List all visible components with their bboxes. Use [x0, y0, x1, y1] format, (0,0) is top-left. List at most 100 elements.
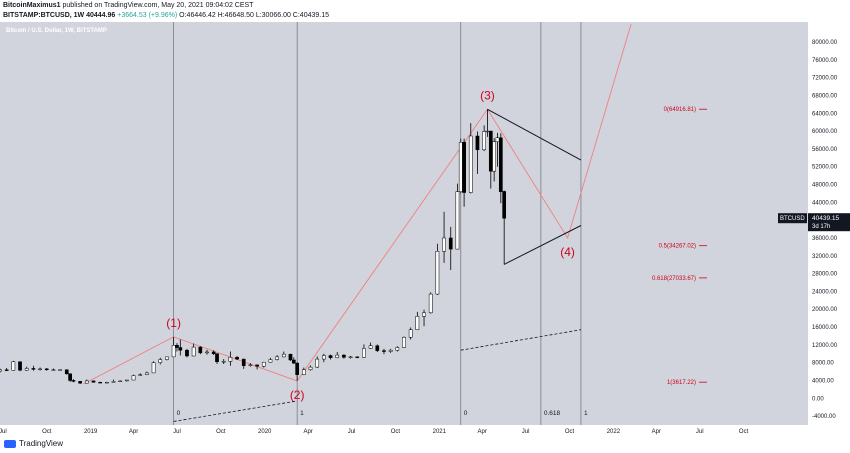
candle-body	[58, 369, 62, 371]
y-tick-label: 24000.00	[812, 289, 838, 295]
candle-body	[442, 237, 446, 252]
x-tick-label: 2022	[607, 429, 621, 435]
candle-body	[415, 316, 420, 330]
candle-body	[178, 347, 183, 351]
dashed-trendline	[460, 329, 582, 351]
x-tick-label: Oct	[391, 429, 401, 435]
candle-body	[91, 380, 96, 383]
x-tick-label: 2020	[258, 429, 272, 435]
candle-body	[198, 346, 203, 354]
footer: TradingView	[0, 436, 850, 453]
publish-info: published on TradingView.com, May 20, 20…	[60, 2, 254, 9]
y-tick-label: 60000.00	[812, 129, 838, 135]
y-tick-label: 28000.00	[812, 272, 838, 278]
triangle-upper-line	[487, 108, 582, 161]
tradingview-logo-icon	[4, 439, 16, 448]
y-tick-label: 68000.00	[812, 93, 838, 99]
y-tick-label: 12000.00	[812, 343, 838, 349]
countdown-label: 3d 17h	[812, 224, 830, 230]
fib-level-label: 1(3617.22)	[667, 380, 696, 386]
y-tick-label: 8000.00	[812, 361, 834, 367]
candle-body	[165, 356, 169, 360]
candle-body	[171, 345, 176, 358]
x-tick-label: Oct	[739, 429, 749, 435]
candle-body	[145, 372, 149, 375]
y-tick-label: 56000.00	[812, 147, 838, 153]
candle-body	[51, 369, 56, 371]
candle-body	[335, 354, 340, 359]
y-tick-label: 36000.00	[812, 236, 838, 242]
candle-body	[468, 135, 473, 193]
candle-body	[422, 312, 426, 317]
candle-body	[84, 380, 89, 384]
candle-body	[241, 358, 246, 367]
tradingview-logo[interactable]: TradingView	[4, 439, 63, 448]
candle-body	[388, 349, 393, 352]
candle-body	[402, 337, 406, 348]
candle-body	[495, 137, 500, 143]
x-tick-label: Oct	[42, 429, 52, 435]
candle-body	[261, 361, 266, 367]
candle-body	[448, 237, 453, 250]
candle-body	[78, 381, 82, 384]
candle-body	[428, 293, 433, 314]
y-tick-label: 16000.00	[812, 325, 838, 331]
y-tick-label: 32000.00	[812, 254, 838, 260]
candle-body	[64, 369, 69, 375]
candle-body	[4, 369, 9, 371]
fib-level-label: 0.5(34267.02)	[659, 244, 696, 250]
candle-body	[44, 368, 49, 371]
candle-body	[24, 368, 29, 371]
symbol-title: BITSTAMP:BTCUSD, 1W	[3, 12, 85, 19]
chart-plot-area[interactable]	[0, 22, 808, 425]
candle-body	[482, 131, 486, 151]
y-tick-label: 64000.00	[812, 111, 838, 117]
candle-body	[71, 380, 76, 382]
candle-body	[111, 381, 116, 383]
candle-body	[502, 191, 507, 219]
wave-label: (1)	[166, 316, 181, 330]
ticker-badge-label: BTCUSD	[780, 216, 805, 222]
candle-body	[0, 369, 2, 372]
candle-body	[175, 345, 179, 348]
candle-body	[291, 359, 296, 364]
fib-level-label: 0.618(27033.67)	[652, 276, 696, 282]
time-fib-label: 1	[584, 410, 588, 417]
candle-body	[295, 362, 300, 375]
candle-body	[455, 191, 460, 250]
x-tick-label: Oct	[216, 429, 226, 435]
triangle-lower-line	[503, 225, 582, 265]
dashed-trendline	[173, 400, 298, 422]
x-tick-label: Jul	[173, 429, 181, 435]
author-name[interactable]: BitcoinMaximus1	[3, 2, 61, 9]
candle-body	[435, 251, 440, 295]
y-tick-label: 76000.00	[812, 58, 838, 64]
time-fib-label: 0	[177, 410, 181, 417]
time-fib-label: 0	[464, 410, 468, 417]
candle-body	[18, 361, 22, 371]
candle-body	[228, 357, 233, 362]
candle-body	[138, 374, 143, 376]
x-tick-label: Apr	[129, 429, 138, 435]
wave-label: (2)	[290, 388, 305, 402]
candle-body	[492, 141, 496, 172]
x-tick-label: Jul	[522, 429, 530, 435]
y-tick-label: 20000.00	[812, 307, 838, 313]
candle-body	[118, 380, 123, 382]
candle-body	[11, 361, 16, 371]
fib-level-label: 0(64916.81)	[664, 107, 696, 113]
time-fib-label: 0.618	[544, 410, 561, 417]
symbol-description: Bitcoin / U.S. Dollar, 1W, BITSTAMP	[6, 28, 107, 34]
elliott-wave-path	[83, 24, 632, 385]
y-tick-label: 44000.00	[812, 200, 838, 206]
candle-body	[38, 368, 42, 370]
candle-body	[131, 375, 136, 381]
x-tick-label: Jul	[696, 429, 704, 435]
candle-body	[375, 345, 380, 351]
candle-body	[382, 350, 386, 352]
time-fib-label: 1	[300, 410, 304, 417]
candle-body	[221, 361, 226, 363]
y-tick-label: 80000.00	[812, 40, 838, 46]
time-axis[interactable]	[0, 425, 808, 435]
